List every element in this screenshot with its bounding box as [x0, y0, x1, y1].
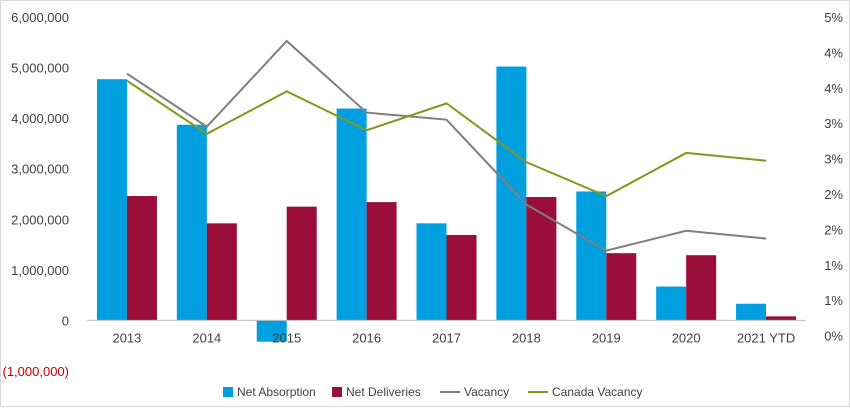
legend-swatch — [223, 387, 233, 397]
bars-layer — [96, 66, 797, 342]
x-tick-label: 2020 — [672, 330, 701, 345]
legend-swatch — [332, 387, 342, 397]
bar-net-absorption — [416, 223, 447, 321]
bar-net-deliveries — [606, 253, 637, 321]
y-right-tick-label: 1% — [824, 293, 843, 308]
y-axis-right-ticks: 5% 4% 4% 3% 3% 2% 2% 1% 1% 0% — [824, 10, 843, 344]
bar-net-deliveries — [446, 234, 477, 321]
y-axis-left-ticks: 6,000,000 5,000,000 4,000,000 3,000,000 2,00… — [3, 10, 70, 379]
x-tick-label: 2019 — [592, 330, 621, 345]
legend-label: Vacancy — [464, 385, 509, 399]
y-left-tick-label: 0 — [62, 313, 69, 328]
x-tick-label: 2021 YTD — [737, 330, 795, 345]
y-left-tick-label: 1,000,000 — [11, 263, 69, 278]
legend-label: Net Absorption — [237, 385, 316, 399]
bar-net-deliveries — [766, 316, 797, 321]
bar-net-deliveries — [206, 223, 237, 321]
y-right-tick-label: 4% — [824, 81, 843, 96]
y-left-tick-label: 4,000,000 — [11, 111, 69, 126]
bar-net-absorption — [256, 320, 287, 342]
y-left-tick-label: 2,000,000 — [11, 212, 69, 227]
legend-label: Canada Vacancy — [552, 385, 643, 399]
legend: Net Absorption Net Deliveries Vacancy Canad… — [223, 385, 643, 399]
y-right-tick-label: 4% — [824, 45, 843, 60]
bar-net-deliveries — [526, 197, 557, 321]
bar-net-absorption — [96, 79, 127, 321]
line-vacancy — [126, 39, 767, 252]
x-tick-label: 2013 — [112, 330, 141, 345]
y-right-tick-label: 5% — [824, 10, 843, 25]
y-left-tick-label: 5,000,000 — [11, 61, 69, 76]
y-left-tick-label: 3,000,000 — [11, 162, 69, 177]
bar-net-deliveries — [366, 202, 397, 321]
bar-net-absorption — [336, 108, 367, 321]
bar-net-absorption — [176, 124, 207, 321]
bar-net-absorption — [656, 286, 687, 321]
y-right-tick-label: 3% — [824, 116, 843, 131]
x-tick-label: 2016 — [352, 330, 381, 345]
y-right-tick-label: 2% — [824, 187, 843, 202]
lines-layer — [126, 39, 767, 252]
bar-net-deliveries — [686, 255, 717, 321]
x-tick-label: 2017 — [432, 330, 461, 345]
bar-net-deliveries — [286, 206, 317, 321]
x-tick-label: 2018 — [512, 330, 541, 345]
bar-net-absorption — [736, 303, 767, 321]
x-axis-ticks: 2013 2014 2015 2016 2017 2018 2019 2020 2021 YTD — [112, 330, 795, 345]
bar-net-deliveries — [126, 196, 157, 321]
bar-net-absorption — [496, 66, 527, 321]
y-right-tick-label: 0% — [824, 329, 843, 344]
bar-net-absorption — [576, 191, 607, 321]
x-tick-label: 2014 — [192, 330, 221, 345]
y-left-tick-label: 6,000,000 — [11, 10, 69, 25]
x-tick-label: 2015 — [272, 330, 301, 345]
y-right-tick-label: 3% — [824, 152, 843, 167]
y-right-tick-label: 2% — [824, 222, 843, 237]
y-right-tick-label: 1% — [824, 258, 843, 273]
line-canada-vacancy — [126, 79, 767, 198]
legend-label: Net Deliveries — [346, 385, 421, 399]
y-left-tick-label: (1,000,000) — [3, 364, 70, 379]
